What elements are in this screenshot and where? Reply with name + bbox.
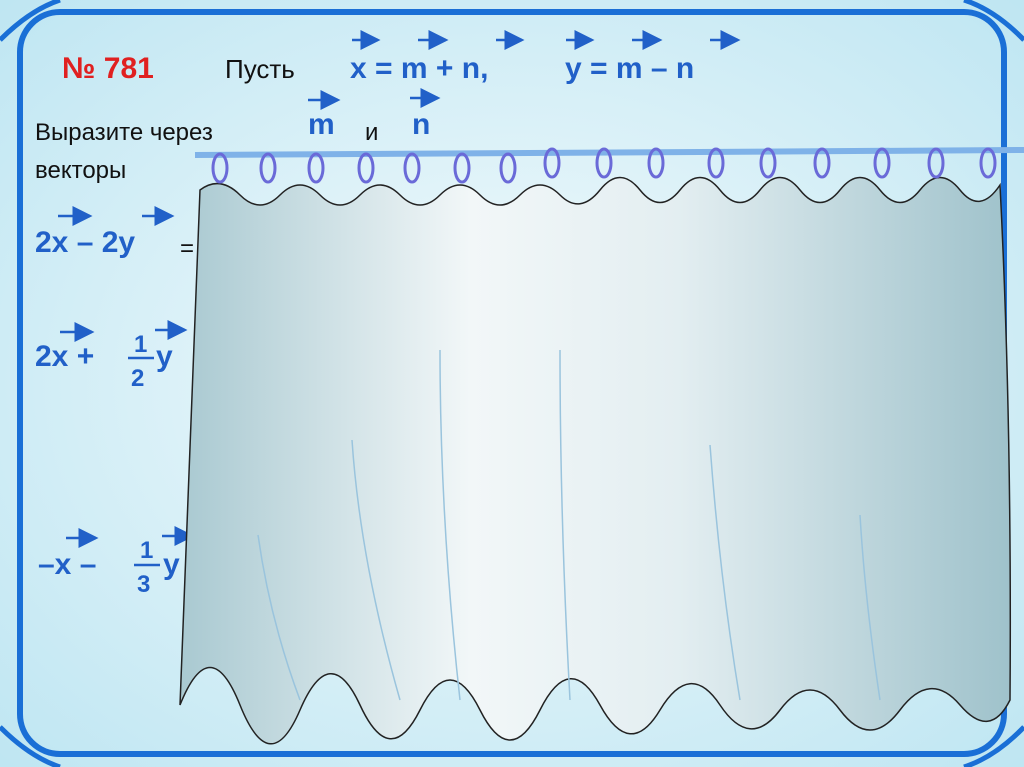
expression: y [163,548,180,581]
curtain-folds [257,349,881,701]
vector-arrows [58,30,741,548]
x-definition: x = m + n, [350,52,488,85]
expression: 2x + [35,340,94,373]
curtain [179,147,1024,745]
numerator: 1 [140,537,153,564]
intro: Пусть [225,54,295,84]
expression: –x – [38,548,96,581]
problem-number: № 781 [62,52,154,85]
denominator: 2 [131,365,144,392]
task-line: векторы [35,157,126,184]
y-definition: y = m – n [565,52,694,85]
numerator: 1 [134,331,147,358]
equals: = [180,235,194,262]
task-line: Выразите через [35,119,213,146]
conjunction: и [365,119,378,146]
curtain-cloth [179,176,1012,745]
denominator: 3 [137,571,150,598]
vector-m: m [308,108,335,141]
expression: y [156,340,173,373]
curtain-rings [211,147,997,184]
expression: 2x – 2y [35,226,135,259]
vector-n: n [412,108,430,141]
